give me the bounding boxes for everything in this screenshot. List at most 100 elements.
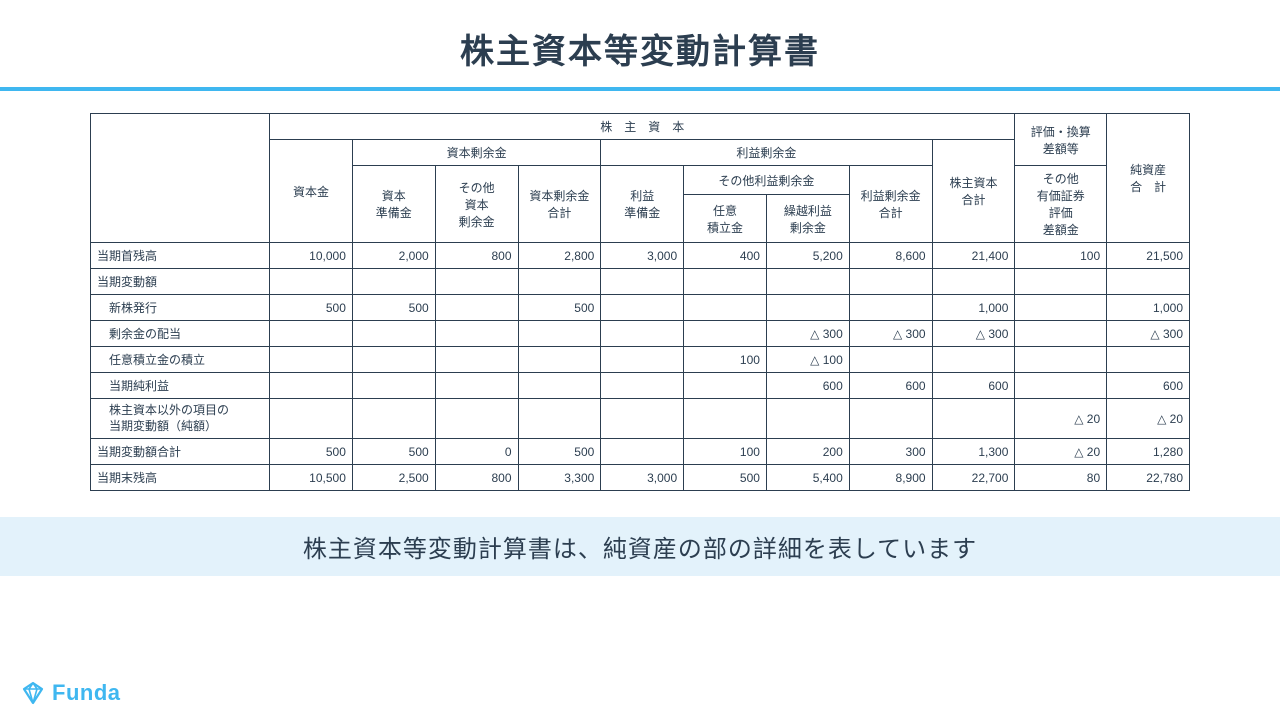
cell — [932, 347, 1015, 373]
cell — [270, 269, 353, 295]
table-body: 当期首残高10,0002,0008002,8003,0004005,2008,6… — [91, 243, 1190, 491]
cell — [352, 321, 435, 347]
cell: 100 — [1015, 243, 1107, 269]
cell: 21,500 — [1107, 243, 1190, 269]
cell: △ 20 — [1107, 399, 1190, 439]
title-underline — [0, 87, 1280, 91]
cell: 80 — [1015, 465, 1107, 491]
cell: 2,000 — [352, 243, 435, 269]
cell: 3,000 — [601, 465, 684, 491]
table-row: 剰余金の配当△ 300△ 300△ 300△ 300 — [91, 321, 1190, 347]
cell: △ 300 — [849, 321, 932, 347]
cell — [1015, 269, 1107, 295]
cell: 100 — [684, 439, 767, 465]
brand-logo: Funda — [20, 680, 121, 706]
th-voluntary-reserve: 任意積立金 — [684, 195, 767, 243]
cell — [766, 295, 849, 321]
page-title: 株主資本等変動計算書 — [0, 0, 1280, 87]
cell — [1107, 269, 1190, 295]
cell — [518, 269, 601, 295]
cell — [766, 399, 849, 439]
th-capital-stock: 資本金 — [270, 140, 353, 243]
cell — [932, 269, 1015, 295]
cell: 500 — [270, 295, 353, 321]
cell: 600 — [766, 373, 849, 399]
cell — [270, 399, 353, 439]
table-row: 任意積立金の積立100△ 100 — [91, 347, 1190, 373]
cell — [518, 373, 601, 399]
cell — [270, 347, 353, 373]
cell — [270, 321, 353, 347]
row-label: 任意積立金の積立 — [91, 347, 270, 373]
row-label: 当期首残高 — [91, 243, 270, 269]
cell: 500 — [352, 295, 435, 321]
cell — [435, 399, 518, 439]
th-net-assets-total: 純資産合 計 — [1107, 114, 1190, 243]
cell — [1015, 295, 1107, 321]
cell — [352, 399, 435, 439]
table-row: 当期純利益600600600600 — [91, 373, 1190, 399]
brand-text: Funda — [52, 680, 121, 706]
cell — [601, 269, 684, 295]
cell: 500 — [518, 439, 601, 465]
th-earned-reserve: 利益準備金 — [601, 166, 684, 243]
cell: 22,780 — [1107, 465, 1190, 491]
cell — [435, 321, 518, 347]
cell: 5,400 — [766, 465, 849, 491]
cell: 0 — [435, 439, 518, 465]
cell: 600 — [849, 373, 932, 399]
th-capital-surplus-total: 資本剰余金合計 — [518, 166, 601, 243]
table-row: 当期変動額 — [91, 269, 1190, 295]
cell: 8,900 — [849, 465, 932, 491]
cell — [601, 399, 684, 439]
cell: 500 — [270, 439, 353, 465]
cell: 10,500 — [270, 465, 353, 491]
cell — [1107, 347, 1190, 373]
cell: 500 — [352, 439, 435, 465]
table-row: 当期末残高10,5002,5008003,3003,0005005,4008,9… — [91, 465, 1190, 491]
cell — [435, 347, 518, 373]
row-label: 当期変動額 — [91, 269, 270, 295]
cell: 1,000 — [932, 295, 1015, 321]
diamond-icon — [20, 681, 46, 705]
cell — [766, 269, 849, 295]
cell — [518, 347, 601, 373]
row-label: 当期末残高 — [91, 465, 270, 491]
cell: 21,400 — [932, 243, 1015, 269]
table-row: 株主資本以外の項目の当期変動額（純額）△ 20△ 20 — [91, 399, 1190, 439]
cell — [601, 439, 684, 465]
th-carried-forward: 繰越利益剰余金 — [766, 195, 849, 243]
cell — [601, 295, 684, 321]
table-row: 当期変動額合計50050005001002003001,300△ 201,280 — [91, 439, 1190, 465]
cell — [849, 295, 932, 321]
table-row: 新株発行5005005001,0001,000 — [91, 295, 1190, 321]
cell — [1015, 347, 1107, 373]
table-container: 株 主 資 本 評価・換算差額等 純資産合 計 資本金 資本剰余金 利益剰余金 … — [0, 113, 1280, 491]
cell — [352, 269, 435, 295]
row-label: 当期純利益 — [91, 373, 270, 399]
cell — [601, 347, 684, 373]
cell: △ 300 — [1107, 321, 1190, 347]
cell — [1015, 373, 1107, 399]
cell — [684, 373, 767, 399]
cell: 400 — [684, 243, 767, 269]
cell: 10,000 — [270, 243, 353, 269]
caption-bar: 株主資本等変動計算書は、純資産の部の詳細を表しています — [0, 517, 1280, 576]
cell: 1,280 — [1107, 439, 1190, 465]
cell: 1,300 — [932, 439, 1015, 465]
cell — [352, 347, 435, 373]
cell — [435, 295, 518, 321]
cell: 500 — [518, 295, 601, 321]
th-capital-surplus: 資本剰余金 — [352, 140, 600, 166]
cell — [270, 373, 353, 399]
table-row: 当期首残高10,0002,0008002,8003,0004005,2008,6… — [91, 243, 1190, 269]
cell — [518, 399, 601, 439]
th-shareholders-equity: 株 主 資 本 — [270, 114, 1015, 140]
cell: △ 20 — [1015, 439, 1107, 465]
cell: 22,700 — [932, 465, 1015, 491]
cell: 800 — [435, 465, 518, 491]
th-other-retained-earnings: その他利益剰余金 — [684, 166, 850, 195]
th-shareholders-equity-total: 株主資本合計 — [932, 140, 1015, 243]
cell — [435, 269, 518, 295]
cell: 3,000 — [601, 243, 684, 269]
